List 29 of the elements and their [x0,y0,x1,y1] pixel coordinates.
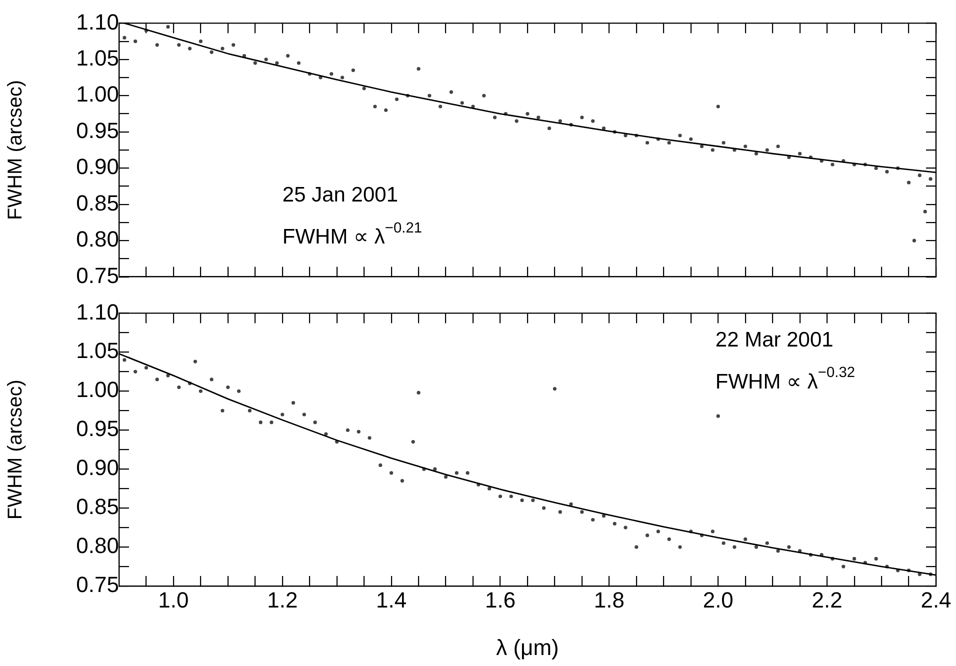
y-tick-label: 0.75 [76,262,119,288]
y-tick-label: 1.05 [76,338,119,364]
y-tick-label: 1.10 [76,299,119,324]
y-tick-label: 0.95 [76,416,119,442]
y-tick-label: 1.10 [76,9,119,34]
y-tick-label: 1.05 [76,45,119,70]
y-tick-label: 0.75 [76,572,119,598]
annotation: 22 Mar 2001 [715,328,834,352]
x-tick-label: 1.6 [484,587,516,612]
x-tick-label: 2.2 [812,587,842,612]
x-tick-label: 2.0 [702,587,734,612]
x-tick-label: 1.4 [376,587,407,612]
y-tick-label: 0.85 [76,494,119,520]
y-tick-label: 0.80 [76,533,119,558]
y-axis-title: FWHM (arcsec) [4,80,27,220]
y-tick-label: 0.80 [76,226,119,252]
annotation: 25 Jan 2001 [282,183,398,206]
y-tick-label: 0.90 [76,455,119,480]
y-tick-label: 0.85 [76,190,119,216]
y-tick-label: 0.90 [76,154,119,180]
x-tick-label: 1.0 [158,587,189,612]
y-axis-title: FWHM (arcsec) [4,380,27,520]
y-tick-label: 0.95 [76,118,119,143]
x-tick-label: 1.8 [594,587,624,612]
x-tick-label: 2.4 [920,587,952,612]
x-axis-title: λ (μm) [496,634,559,660]
y-tick-label: 1.00 [76,377,119,402]
x-tick-label: 1.2 [267,587,298,612]
y-tick-label: 1.00 [76,82,119,107]
